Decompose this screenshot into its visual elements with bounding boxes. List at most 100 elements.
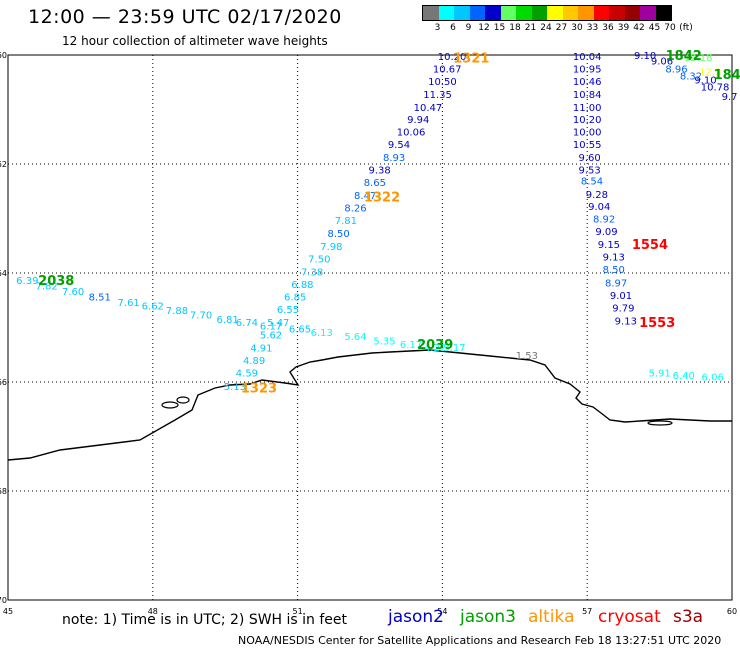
lat-label: -60 <box>0 51 7 60</box>
scale-label: 9 <box>465 23 472 33</box>
pass-number: 184 <box>714 68 740 83</box>
wave-height-value: 10.46 <box>573 77 602 88</box>
color-scale-bar <box>422 5 672 21</box>
lat-label: -64 <box>0 269 7 278</box>
wave-height-value: 6.13 <box>311 328 333 339</box>
wave-height-value: 9.38 <box>369 165 391 176</box>
wave-height-value: 6.65 <box>289 325 311 336</box>
wave-height-value: 8.96 <box>665 65 687 76</box>
wave-height-value: 5.47 <box>267 318 289 329</box>
wave-height-value: 10.20 <box>573 115 602 126</box>
wave-height-value: 10.78 <box>701 83 730 94</box>
satellite-jason3: jason3 <box>460 607 516 627</box>
wave-height-value: 12.3 <box>699 67 721 78</box>
wave-height-value: 6.85 <box>284 292 306 303</box>
wave-height-value: 4.59 <box>236 369 258 380</box>
scale-label: 33 <box>586 23 599 33</box>
island-outline <box>161 401 179 409</box>
satellite-altika: altika <box>528 607 575 627</box>
scale-unit: (ft) <box>679 23 693 33</box>
wave-height-value: 8.32 <box>680 72 702 83</box>
wave-height-value: 10.84 <box>573 90 602 101</box>
scale-swatch <box>500 6 516 20</box>
scale-swatch <box>438 6 454 20</box>
pass-number: 1323 <box>241 381 277 396</box>
wave-height-value: 6.06 <box>702 373 724 384</box>
wave-height-value: 6.17 <box>260 321 282 332</box>
wave-height-value: 6.74 <box>236 318 258 329</box>
satellite-jason2: jason2 <box>388 607 444 627</box>
wave-height-value: 6.39 <box>16 276 38 287</box>
scale-swatch <box>578 6 594 20</box>
scale-swatch <box>547 6 563 20</box>
wave-height-value: 8.47 <box>354 191 376 202</box>
wave-height-value: 9.13 <box>615 316 637 327</box>
scale-label: 24 <box>540 23 552 33</box>
wave-height-value: 3.17 <box>443 343 465 354</box>
wave-height-value: 5.91 <box>648 369 670 380</box>
wave-height-value: 8.93 <box>383 153 405 164</box>
wave-height-value: 8.54 <box>581 176 603 187</box>
wave-height-value: 7.61 <box>118 298 140 309</box>
wave-height-value: 7.81 <box>335 216 357 227</box>
wave-height-value: 6.81 <box>216 315 238 326</box>
scale-label: 30 <box>571 23 583 33</box>
pass-number: 1842 <box>666 49 702 64</box>
wave-height-value: 10.67 <box>433 65 462 76</box>
lon-label: 60 <box>727 607 737 616</box>
scale-label: 3 <box>434 23 441 33</box>
lon-label: 57 <box>582 607 592 616</box>
pass-number-labels: 1321 1322 1323 1554 1553 2038 2039 1842 184 <box>38 49 740 396</box>
scale-swatch <box>640 6 656 20</box>
scale-swatch <box>655 6 671 20</box>
wave-height-value: 10.95 <box>573 65 602 76</box>
coastal-islands <box>161 396 673 426</box>
wave-height-value: 6.17 <box>400 340 422 351</box>
pass-number: 2039 <box>417 338 453 353</box>
wave-height-value: 1.53 <box>516 351 538 362</box>
wave-height-value: 9.10 <box>694 76 716 87</box>
lat-label: -68 <box>0 487 7 496</box>
pass-number: 1553 <box>639 316 675 331</box>
scale-swatch <box>454 6 470 20</box>
scale-label: 12 <box>478 23 490 33</box>
scale-label: 18 <box>509 23 521 33</box>
wave-height-value: 10.20 <box>438 52 467 63</box>
pass-number: 2038 <box>38 274 74 289</box>
satellite-s3a: s3a <box>673 607 704 627</box>
wave-height-value: 9.60 <box>578 153 600 164</box>
scale-label: 70 <box>664 23 676 33</box>
wave-height-value: 9.28 <box>586 190 608 201</box>
wave-height-value: 5.13 <box>224 382 246 393</box>
satellite-cryosat: cryosat <box>598 607 661 627</box>
scale-label: 15 <box>493 23 506 33</box>
wave-height-value: 9.10 <box>634 51 656 62</box>
island-outline <box>176 396 190 404</box>
wave-height-value: 9.7 <box>722 92 738 103</box>
pass-number: 1322 <box>364 191 400 206</box>
wave-height-value: 10.06 <box>397 127 426 138</box>
scale-label: 42 <box>633 23 645 33</box>
scale-label: 45 <box>648 23 661 33</box>
scale-swatch <box>485 6 501 20</box>
wave-height-value: 9.79 <box>612 303 634 314</box>
antarctic-coastline <box>7 349 732 461</box>
footer-credit: NOAA/NESDIS Center for Satellite Applica… <box>238 634 722 647</box>
wave-height-value: 8.50 <box>603 265 625 276</box>
wave-height-value: 9.09 <box>595 227 617 238</box>
lon-label: 51 <box>293 607 303 616</box>
wave-height-value: 8.51 <box>89 292 111 303</box>
map-frame <box>7 54 733 601</box>
wave-height-value: 10.04 <box>573 52 602 63</box>
lon-label: 45 <box>3 607 13 616</box>
wave-height-value: 4.89 <box>243 356 265 367</box>
wave-height-value: 7.70 <box>190 310 212 321</box>
wave-height-value: 9.04 <box>588 202 610 213</box>
wave-height-value: 6.88 <box>291 280 313 291</box>
lat-label: -62 <box>0 160 7 169</box>
scale-swatch <box>531 6 547 20</box>
wave-height-value: 10.50 <box>428 77 457 88</box>
wave-height-value: 9.15 <box>598 240 620 251</box>
